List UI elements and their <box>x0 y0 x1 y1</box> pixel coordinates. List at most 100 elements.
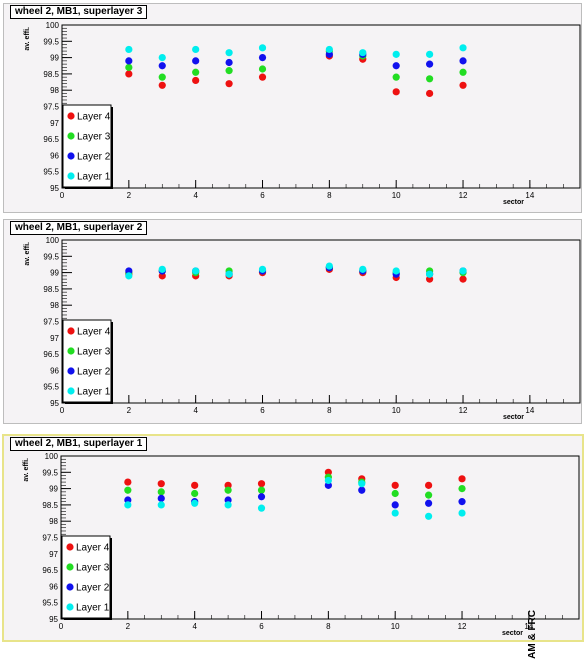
x-tick-label: 2 <box>127 406 132 415</box>
y-tick-label: 97 <box>50 334 59 343</box>
y-tick-label: 95 <box>49 615 58 624</box>
x-axis-label: sector <box>502 630 523 637</box>
data-point <box>426 270 434 278</box>
legend-marker <box>67 112 75 120</box>
y-tick-label: 97 <box>50 119 59 128</box>
data-point <box>158 54 166 62</box>
data-point <box>459 267 467 275</box>
data-point <box>426 89 434 98</box>
legend-label: Layer 4 <box>76 543 110 554</box>
data-point <box>258 265 267 273</box>
data-point <box>192 68 200 76</box>
series-layer-1 <box>125 44 467 62</box>
chart-plot: 95 95.5 96 96.5 97 97.5 98 98.5 99 99.5 100 0 2 4 6 8 10… <box>24 21 581 206</box>
data-point <box>157 480 165 488</box>
data-point <box>257 493 266 501</box>
data-point <box>225 270 233 278</box>
x-tick-label: 10 <box>391 622 400 631</box>
data-point <box>324 476 332 485</box>
chart-panel-superlayer-3[interactable]: wheel 2, MB1, superlayer 3 95 95.5 96 96.5 9… <box>3 3 582 213</box>
y-tick-label: 97.5 <box>42 534 58 543</box>
data-point <box>158 81 166 89</box>
x-tick-label: 4 <box>193 191 198 200</box>
x-tick-label: 8 <box>327 191 332 200</box>
data-point <box>458 498 466 506</box>
y-tick-label: 95 <box>50 399 59 408</box>
y-tick-label: 97 <box>49 550 58 559</box>
y-tick-label: 97.5 <box>43 103 59 112</box>
data-point <box>125 45 133 54</box>
chart-panel-superlayer-2[interactable]: wheel 2, MB1, superlayer 2 95 95.5 96 96.5 9… <box>3 219 582 424</box>
data-point <box>392 62 400 70</box>
y-tick-label: 99.5 <box>43 37 59 46</box>
x-tick-label: 0 <box>60 406 65 415</box>
series-layer-1 <box>125 262 467 280</box>
data-point <box>224 486 232 494</box>
data-point <box>258 54 267 62</box>
data-point <box>392 267 400 275</box>
data-point <box>459 275 467 283</box>
data-point <box>224 501 232 509</box>
data-point <box>359 265 367 273</box>
y-tick-label: 95.5 <box>42 599 58 608</box>
x-tick-label: 8 <box>327 406 332 415</box>
series-layer-3 <box>124 473 466 499</box>
data-point <box>392 73 400 81</box>
x-tick-label: 12 <box>459 191 468 200</box>
y-tick-label: 97.5 <box>43 318 59 327</box>
data-point <box>358 480 366 488</box>
data-point <box>158 62 166 70</box>
data-point <box>124 486 132 494</box>
x-tick-label: 4 <box>192 622 197 631</box>
data-point <box>125 272 133 280</box>
y-tick-label: 98.5 <box>42 501 58 510</box>
x-tick-label: 6 <box>259 622 264 631</box>
y-tick-label: 96.5 <box>43 135 59 144</box>
y-tick-label: 100 <box>46 236 60 245</box>
y-tick-label: 96 <box>50 151 59 160</box>
data-point <box>459 68 467 76</box>
y-axis-label: av. effi. <box>24 27 31 51</box>
legend-label: Layer 4 <box>77 112 111 123</box>
legend-label: Layer 3 <box>77 132 111 143</box>
data-point <box>258 65 267 73</box>
data-point <box>325 45 333 54</box>
data-point <box>258 44 267 52</box>
chart-panel-superlayer-1[interactable]: wheel 2, MB1, superlayer 1 95 95.5 96 96.5 9… <box>2 434 584 659</box>
data-point <box>459 57 467 65</box>
data-point <box>426 60 434 68</box>
legend-label: Layer 4 <box>77 327 111 338</box>
chart-title: wheel 2, MB1, superlayer 2 <box>10 221 148 235</box>
data-point <box>426 50 434 58</box>
y-tick-label: 95.5 <box>43 383 59 392</box>
data-point <box>225 67 233 75</box>
legend-marker <box>66 543 74 551</box>
plot-frame <box>61 24 581 189</box>
legend-marker <box>67 172 75 180</box>
legend-marker <box>67 367 75 375</box>
x-axis-label: sector <box>503 199 524 206</box>
data-point <box>459 44 467 52</box>
y-tick-label: 95 <box>50 184 59 193</box>
legend-label: Layer 2 <box>76 583 110 594</box>
x-tick-label: 14 <box>525 406 534 415</box>
data-point <box>225 58 233 67</box>
y-tick-label: 96.5 <box>43 350 59 359</box>
x-tick-label: 0 <box>60 191 65 200</box>
y-tick-label: 99 <box>50 269 59 278</box>
y-tick-label: 96 <box>49 582 58 591</box>
chart-title: wheel 2, MB1, superlayer 3 <box>10 5 148 19</box>
y-tick-label: 98.5 <box>43 285 59 294</box>
y-tick-label: 96 <box>50 366 59 375</box>
data-point <box>257 504 266 512</box>
legend-label: Layer 1 <box>77 172 111 183</box>
side-label: AM & FRC <box>527 610 538 659</box>
x-tick-label: 10 <box>392 406 401 415</box>
data-point <box>425 499 433 507</box>
x-tick-label: 4 <box>193 406 198 415</box>
data-point <box>425 481 433 489</box>
x-tick-label: 14 <box>524 622 533 631</box>
data-point <box>191 481 199 489</box>
data-point <box>425 512 433 520</box>
data-point <box>125 57 133 65</box>
